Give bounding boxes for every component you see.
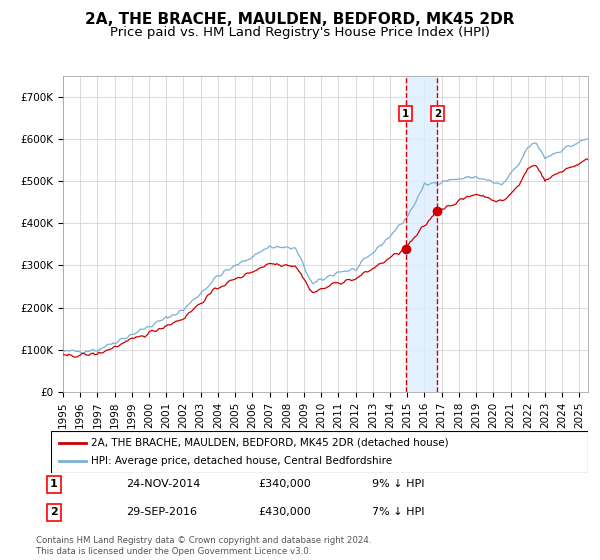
Text: 1: 1 — [50, 479, 58, 489]
Text: 9% ↓ HPI: 9% ↓ HPI — [372, 479, 425, 489]
FancyBboxPatch shape — [51, 431, 588, 473]
Text: £430,000: £430,000 — [258, 507, 311, 517]
Text: 2A, THE BRACHE, MAULDEN, BEDFORD, MK45 2DR (detached house): 2A, THE BRACHE, MAULDEN, BEDFORD, MK45 2… — [91, 438, 449, 448]
Text: 2: 2 — [50, 507, 58, 517]
Text: 2A, THE BRACHE, MAULDEN, BEDFORD, MK45 2DR: 2A, THE BRACHE, MAULDEN, BEDFORD, MK45 2… — [85, 12, 515, 27]
Bar — [406, 76, 437, 392]
Text: 7% ↓ HPI: 7% ↓ HPI — [372, 507, 425, 517]
Text: Price paid vs. HM Land Registry's House Price Index (HPI): Price paid vs. HM Land Registry's House … — [110, 26, 490, 39]
Text: 2: 2 — [434, 109, 441, 119]
Text: Contains HM Land Registry data © Crown copyright and database right 2024.
This d: Contains HM Land Registry data © Crown c… — [36, 536, 371, 556]
Text: 24-NOV-2014: 24-NOV-2014 — [126, 479, 200, 489]
Text: 29-SEP-2016: 29-SEP-2016 — [126, 507, 197, 517]
Text: HPI: Average price, detached house, Central Bedfordshire: HPI: Average price, detached house, Cent… — [91, 456, 392, 466]
Text: £340,000: £340,000 — [258, 479, 311, 489]
Text: 1: 1 — [402, 109, 409, 119]
